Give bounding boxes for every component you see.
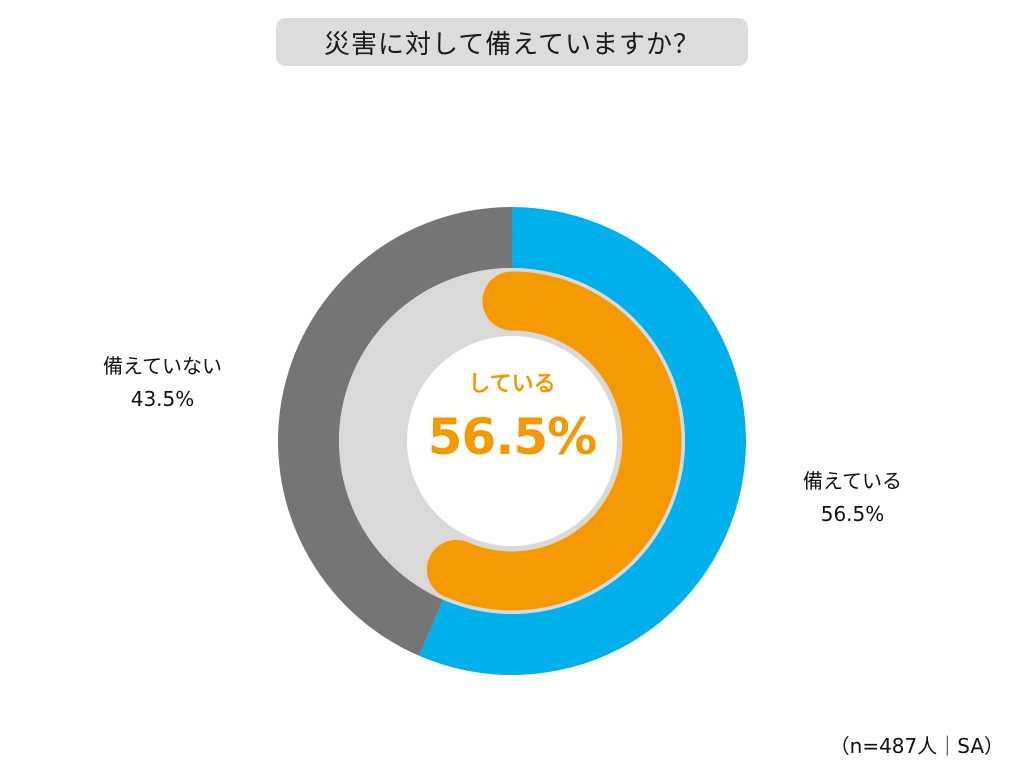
center-value: 56.5%: [427, 408, 597, 466]
label-not-prepared-pct: 43.5%: [130, 387, 195, 411]
label-prepared: 備えている 56.5%: [770, 465, 935, 531]
chart-title: 災害に対して備えていますか？: [276, 18, 748, 66]
sample-size-note: （n=487人｜SA）: [829, 734, 1004, 758]
label-prepared-name: 備えている: [803, 469, 902, 493]
center-label: している: [468, 372, 556, 397]
slice-not-prepared: [277, 207, 512, 656]
outer-ring: [277, 207, 746, 675]
slice-prepared: [419, 207, 746, 675]
label-not-prepared-name: 備えていない: [103, 354, 222, 378]
inner-arc-shiteiru: [426, 271, 682, 611]
label-prepared-pct: 56.5%: [820, 502, 885, 526]
label-not-prepared: 備えていない 43.5%: [70, 350, 255, 416]
center-hole: [407, 336, 617, 546]
